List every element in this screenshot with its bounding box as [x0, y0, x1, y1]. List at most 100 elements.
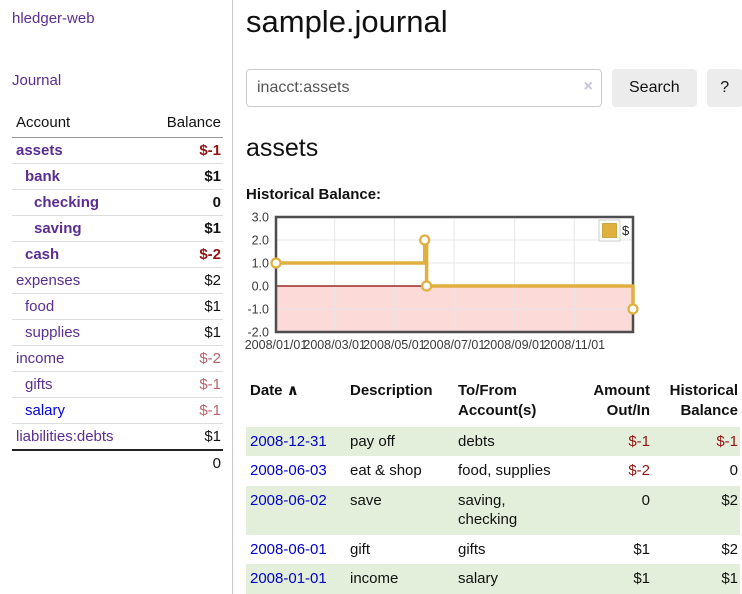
sidebar: hledger-web Journal Account Balance asse… [0, 0, 233, 594]
transaction-date-link[interactable]: 2008-01-01 [250, 570, 327, 587]
transaction-balance: $1 [721, 570, 738, 587]
svg-text:2008/01/01: 2008/01/01 [245, 338, 308, 352]
account-column-header: Account [12, 111, 145, 138]
account-balance: $2 [144, 267, 223, 294]
transaction-date-link[interactable]: 2008-06-01 [250, 540, 327, 558]
transaction-amount: $-1 [628, 432, 650, 450]
transaction-accounts: saving, checking [458, 491, 518, 529]
account-balance: $-1 [144, 397, 223, 424]
account-row: food $1 [12, 293, 223, 320]
svg-text:2008/05/01: 2008/05/01 [363, 338, 426, 352]
description-column-header: Description [350, 382, 433, 399]
account-balance: $-2 [144, 345, 223, 372]
transaction-description: eat & shop [350, 462, 422, 479]
search-input-wrap: × [246, 69, 602, 107]
balance-column-header: Balance [144, 111, 223, 138]
account-tree: Account Balance assets $-1 bank $1 check… [12, 111, 223, 476]
svg-text:2008/07/01: 2008/07/01 [423, 338, 486, 352]
sidebar-item-journal[interactable]: Journal [12, 72, 62, 89]
account-balance: $1 [144, 319, 223, 346]
transaction-description: gift [350, 540, 371, 558]
account-row: salary $-1 [12, 397, 223, 424]
date-column-header[interactable]: Date ∧ [250, 382, 299, 399]
account-link-salary[interactable]: salary [25, 402, 66, 419]
brand-link[interactable]: hledger-web [12, 10, 95, 27]
account-link-gifts[interactable]: gifts [25, 376, 53, 393]
account-heading: assets [246, 134, 319, 162]
svg-text:2008/11/01: 2008/11/01 [543, 338, 605, 352]
historical-balance-chart: 3.0 2.0 1.0 0.0 -1.0 -2.02008/01/012008/03/01… [245, 211, 639, 352]
svg-text:1.0: 1.0 [252, 257, 269, 271]
account-row: supplies $1 [12, 319, 223, 346]
chart-title: Historical Balance: [246, 186, 382, 203]
transaction-description: pay off [350, 432, 395, 450]
account-balance: 0 [144, 189, 223, 216]
account-row: expenses $2 [12, 267, 223, 294]
amount-column-header: Amount Out/In [593, 382, 650, 420]
account-balance: $1 [144, 215, 223, 242]
account-link-food[interactable]: food [25, 298, 55, 315]
page-title: sample.journal [246, 4, 448, 39]
transaction-amount: $1 [633, 540, 650, 558]
account-link-checking[interactable]: checking [34, 194, 100, 211]
account-row: checking 0 [12, 189, 223, 216]
transaction-accounts: salary [458, 570, 499, 587]
account-link-cash[interactable]: cash [25, 246, 60, 263]
transaction-row[interactable]: 2008-06-01 gift gifts $1 $2 [246, 535, 740, 565]
accounts-column-header: To/From Account(s) [458, 382, 537, 420]
account-row: income $-2 [12, 345, 223, 372]
account-row: saving $1 [12, 215, 223, 242]
account-link-bank[interactable]: bank [25, 168, 61, 185]
transaction-row[interactable]: 2008-06-03 eat & shop food, supplies $-2… [246, 456, 740, 486]
transaction-balance: $-1 [716, 432, 738, 450]
search-input[interactable] [246, 69, 602, 107]
account-balance: $1 [144, 163, 223, 190]
transaction-amount: 0 [641, 491, 650, 509]
account-link-expenses[interactable]: expenses [16, 272, 81, 289]
sort-ascending-icon: ∧ [286, 382, 299, 399]
accounts-total-value: 0 [144, 449, 223, 476]
transaction-date-link[interactable]: 2008-06-03 [250, 462, 327, 479]
transaction-date-link[interactable]: 2008-12-31 [250, 432, 327, 450]
register-header-row: Date ∧ Description To/From Account(s) Am… [246, 379, 740, 427]
account-balance: $-1 [144, 371, 223, 398]
transaction-balance: $2 [721, 491, 738, 509]
transaction-balance: 0 [729, 462, 738, 479]
account-row: liabilities:debts $1 [12, 423, 223, 450]
account-row: bank $1 [12, 163, 223, 190]
account-link-assets[interactable]: assets [16, 142, 63, 159]
register-table: Date ∧ Description To/From Account(s) Am… [246, 379, 740, 594]
svg-text:2008/09/01: 2008/09/01 [483, 338, 546, 352]
accounts-total-row: 0 [12, 449, 223, 476]
svg-text:2008/03/01: 2008/03/01 [303, 338, 366, 352]
account-link-supplies[interactable]: supplies [25, 324, 81, 341]
help-button[interactable]: ? [706, 69, 742, 107]
transaction-row[interactable]: 2008-01-01 income salary $1 $1 [246, 564, 740, 594]
transaction-accounts: debts [458, 432, 495, 450]
account-link-saving[interactable]: saving [34, 220, 82, 237]
transaction-balance: $2 [721, 540, 738, 558]
svg-text:-2.0: -2.0 [247, 326, 269, 340]
clear-search-icon[interactable]: × [583, 78, 593, 95]
balance-column-header: Historical Balance [669, 382, 738, 420]
transaction-accounts: food, supplies [458, 462, 551, 479]
transaction-row[interactable]: 2008-06-02 save saving, checking 0 $2 [246, 485, 740, 535]
transaction-row[interactable]: 2008-12-31 pay off debts $-1 $-1 [246, 426, 740, 456]
transaction-date-link[interactable]: 2008-06-02 [250, 491, 327, 509]
transaction-description: save [350, 491, 382, 509]
svg-text:$: $ [622, 223, 630, 238]
account-link-income[interactable]: income [16, 350, 65, 367]
svg-text:-1.0: -1.0 [247, 303, 269, 317]
account-row: assets $-1 [12, 138, 223, 164]
search-button[interactable]: Search [612, 69, 697, 107]
transaction-description: income [350, 570, 399, 587]
account-balance: $-1 [199, 142, 221, 159]
svg-text:3.0: 3.0 [252, 211, 269, 225]
account-balance: $-2 [144, 241, 223, 268]
account-balance: $1 [144, 423, 223, 450]
account-link-liabilities-debts[interactable]: liabilities:debts [16, 428, 114, 445]
transaction-amount: $1 [633, 570, 650, 587]
search-form: × Search ? [246, 69, 742, 107]
svg-text:2.0: 2.0 [252, 234, 269, 248]
